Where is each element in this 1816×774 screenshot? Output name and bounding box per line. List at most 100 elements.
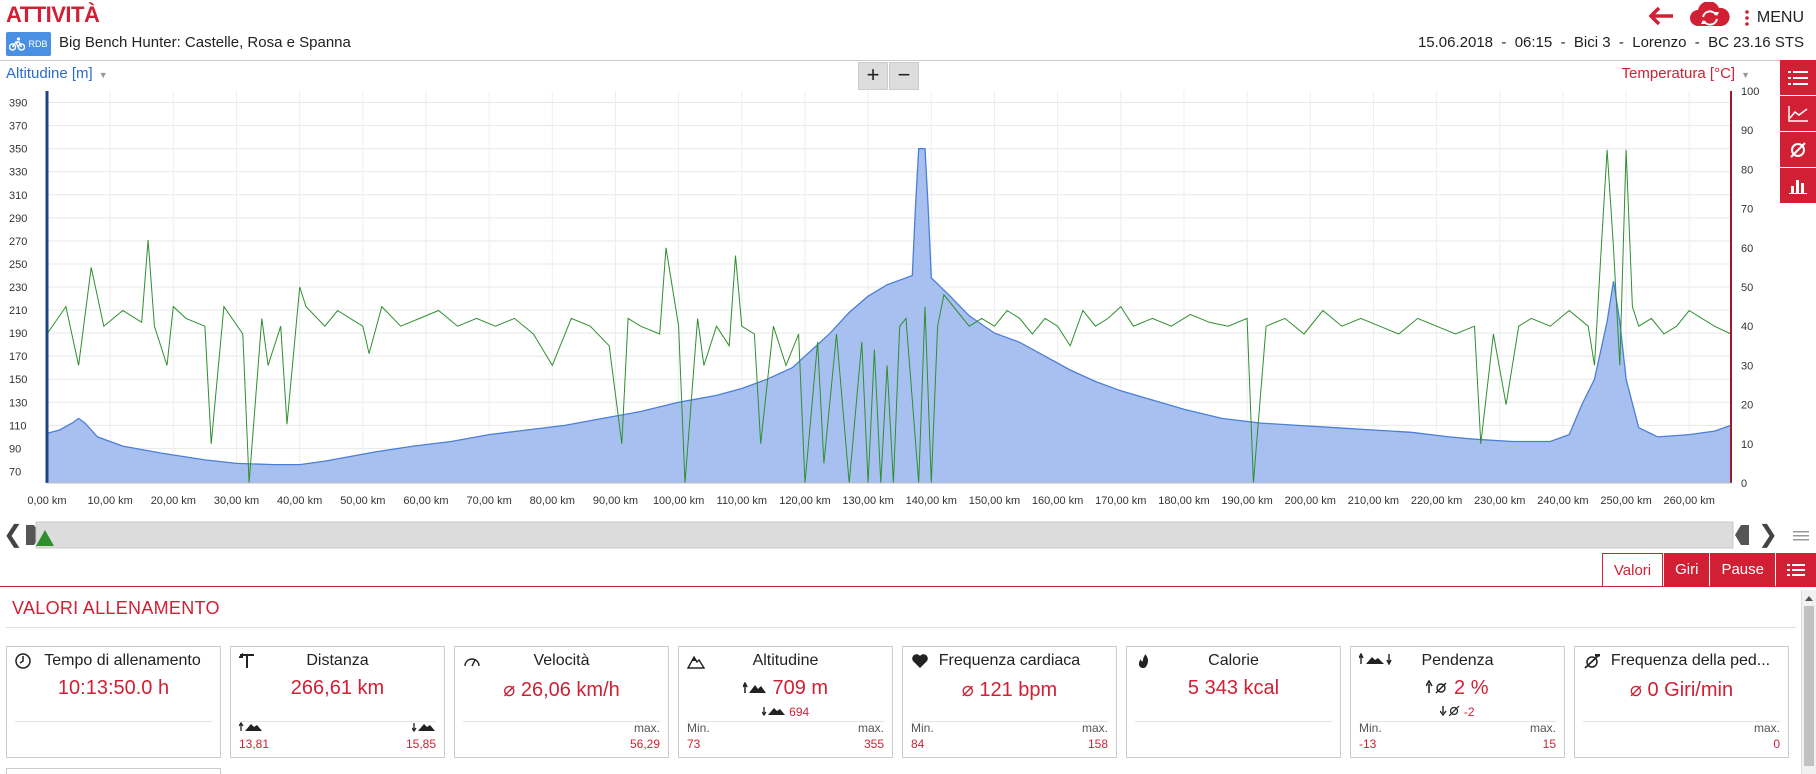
left-axis-selector[interactable]: Altitudine [m] ▼ [6,65,108,82]
x-tick-label: 260,00 km [1664,495,1715,507]
card-velocita-value: ⌀ 26,06 km/h [503,679,620,701]
tab-pause[interactable]: Pause [1709,553,1775,587]
x-tick-label: 110,00 km [717,495,768,507]
stats-cards: Tempo di allenamento 10:13:50.0 h Distan… [6,646,1789,758]
slider-right-handle[interactable] [1741,525,1749,545]
card-calorie-title: Calorie [1208,652,1259,669]
left-axis-title: Altitudine [m] [6,65,93,82]
avg-slope-value: 2 % [1454,677,1489,699]
card-velocita-title: Velocità [533,652,590,669]
chevron-down-icon: ▼ [1741,70,1750,80]
x-tick-label: 80,00 km [530,495,575,507]
line-chart-icon [1788,105,1808,122]
tab-valori[interactable]: Valori [1601,553,1664,587]
chart-toolbar [1780,60,1816,204]
card-pendenza-title: Pendenza [1421,652,1494,669]
card-divider [1135,721,1332,722]
y-right-tick-label: 40 [1741,321,1753,333]
max-label: max. [1753,721,1780,735]
average-up-icon [1425,679,1448,698]
right-axis-selector[interactable]: Temperatura [°C] ▼ [1622,65,1750,82]
x-tick-label: 170,00 km [1095,495,1146,507]
zoom-in-button[interactable]: + [858,62,888,90]
menu-button[interactable]: MENU [1745,9,1804,27]
temperature-series [46,149,1732,484]
card-altitudine[interactable]: Altitudine 709 m 694 Min. 73 max. 355 [678,646,893,758]
card-cadenza-value: ⌀ 0 Giri/min [1629,679,1734,701]
descent-icon [761,703,786,720]
max-label: max. [857,721,884,735]
x-tick-label: 240,00 km [1537,495,1588,507]
page-scrollbar[interactable] [1801,590,1816,774]
x-tick-label: 120,00 km [779,495,830,507]
zoom-out-button[interactable]: − [889,62,919,90]
slider-left-arrow[interactable]: ❮ [3,520,23,548]
back-arrow-icon[interactable] [1647,3,1675,33]
max-cadence-value: 0 [1773,737,1780,751]
ascent-distance-value: 13,81 [239,737,270,751]
activity-chart[interactable]: 70 90 110 130 150 170 190 210 230 250 270 290 310 330… [0,86,1780,518]
card-divider [239,721,436,722]
header-actions: MENU [1647,1,1804,34]
x-tick-label: 130,00 km [842,495,893,507]
y-left-tick-label: 110 [9,420,27,432]
x-tick-label: 160,00 km [1032,495,1083,507]
descent-distance-value: 15,85 [405,737,436,751]
max-hr-value: 158 [1087,737,1108,751]
y-left-tick-label: 390 [9,98,27,110]
y-right-tick-label: 80 [1741,164,1753,176]
line-chart-button[interactable] [1780,96,1816,132]
x-tick-label: 20,00 km [151,495,196,507]
average-button[interactable] [1780,132,1816,168]
drag-handle-icon[interactable] [1793,531,1809,541]
card-pendenza[interactable]: Pendenza 2 % -2 Min. -13 max. 15 [1350,646,1565,758]
slider-right-arrow[interactable]: ❯ [1758,520,1778,548]
x-tick-label: 70,00 km [467,495,512,507]
temperature-line [46,149,1732,484]
bar-chart-button[interactable] [1780,168,1816,204]
slope-icon [1359,653,1392,665]
y-left-tick-label: 250 [9,259,27,271]
x-tick-label: 250,00 km [1600,495,1651,507]
y-left-tick-label: 210 [9,305,27,317]
page-title: ATTIVITÀ [6,2,100,27]
y-right-tick-label: 0 [1741,478,1747,490]
max-slope-value: 15 [1542,737,1556,751]
tabs-list-button[interactable] [1775,553,1816,587]
x-tick-label: 230,00 km [1474,495,1525,507]
mountain-icon [687,655,705,669]
y-right-tick-label: 60 [1741,243,1753,255]
chart-list-button[interactable] [1780,60,1816,96]
slider-left-handle[interactable] [26,525,34,545]
sport-badge-label: RDB [28,39,48,49]
altitude-line [46,147,1732,466]
y-left-tick-label: 70 [9,466,21,478]
max-label: max. [1081,721,1108,735]
x-tick-label: 150,00 km [969,495,1020,507]
bar-chart-icon [1789,179,1807,194]
card-tempo[interactable]: Tempo di allenamento 10:13:50.0 h [6,646,221,758]
card-distanza[interactable]: Distanza 266,61 km 13,81 15,85 [230,646,445,758]
card-velocita[interactable]: Velocità ⌀ 26,06 km/h max. 56,29 [454,646,669,758]
kebab-menu-icon [1745,10,1749,26]
cyclist-icon [9,37,26,51]
activity-name: Big Bench Hunter: Castelle, Rosa e Spann… [59,34,351,51]
card-frequenza-cardiaca[interactable]: Frequenza cardiaca ⌀ 121 bpm Min. 84 max… [902,646,1117,758]
cloud-sync-icon[interactable] [1689,1,1731,34]
tab-giri[interactable]: Giri [1663,553,1710,587]
card-frequenza-value: ⌀ 121 bpm [961,679,1058,701]
min-slope-value: -13 [1359,737,1377,751]
card-cadenza[interactable]: Frequenza della ped... ⌀ 0 Giri/min max.… [1574,646,1789,758]
y-left-tick-label: 270 [9,236,27,248]
card-frequenza-title: Frequenza cardiaca [938,652,1081,669]
slider-track[interactable] [35,521,1734,549]
y-right-tick-label: 70 [1741,204,1753,216]
section-title: VALORI ALLENAMENTO [12,598,220,618]
x-tick-label: 190,00 km [1221,495,1272,507]
chevron-down-icon: ▼ [98,70,108,80]
altitude-area-fill [47,148,1731,483]
slider-start-marker[interactable] [36,530,54,546]
card-calorie[interactable]: Calorie 5 343 kcal [1126,646,1341,758]
x-tick-label: 40,00 km [277,495,322,507]
descent-distance-icon [411,721,436,735]
